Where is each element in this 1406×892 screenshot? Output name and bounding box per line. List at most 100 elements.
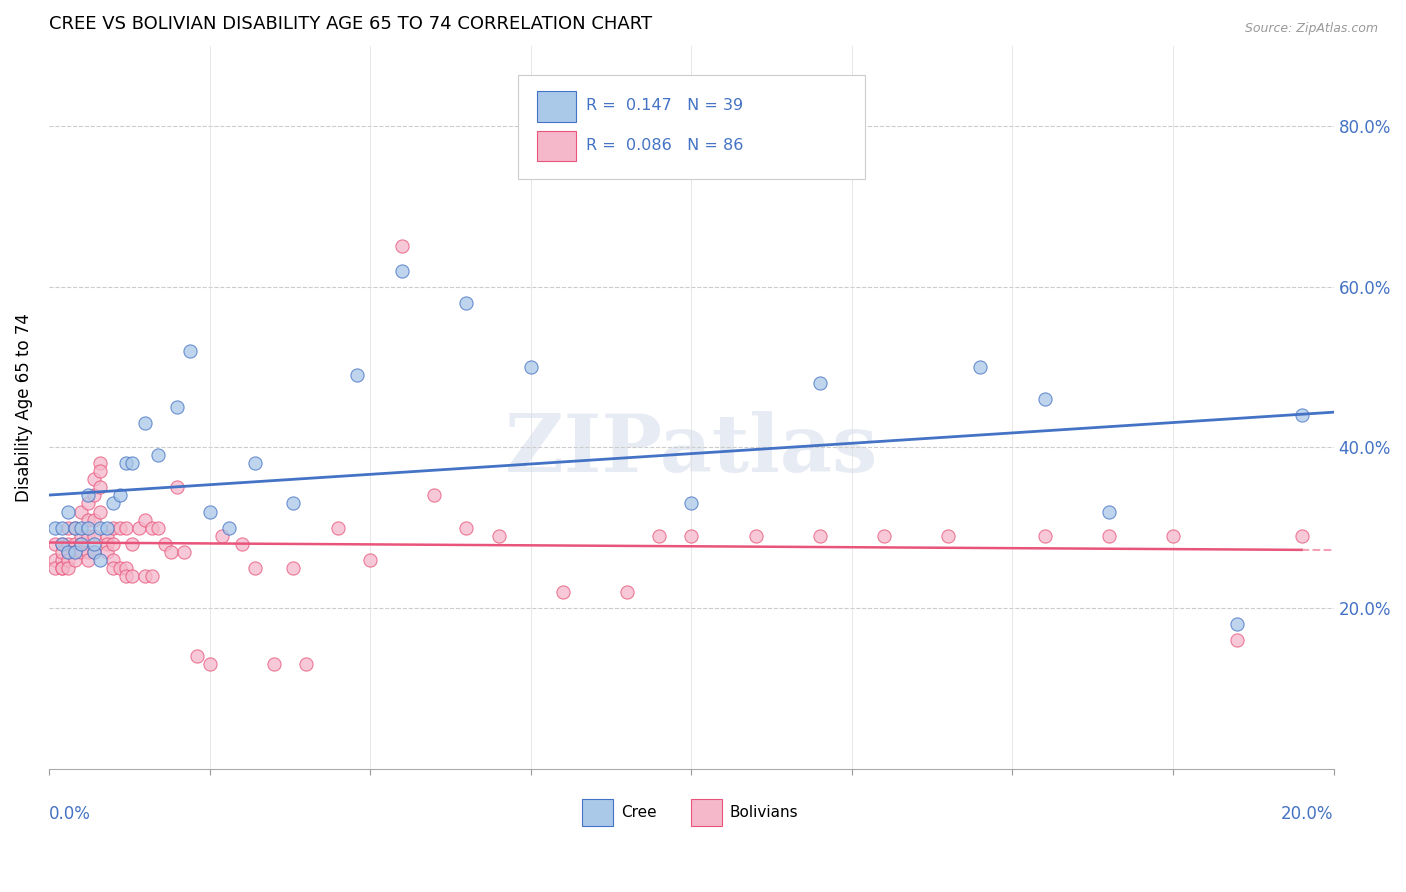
Point [103,496,125,510]
Point [83,536,105,550]
Point [179,343,201,358]
Point [63,536,86,550]
Point [1098,528,1121,542]
Point [58,504,80,518]
Point [121,568,143,582]
Point [58,544,80,558]
Point [96,536,118,550]
Bar [692,799,723,826]
Point [648,528,671,542]
Text: 20.0%: 20.0% [1281,805,1334,823]
Point [121,456,143,470]
Point [51,536,73,550]
Point [70,536,93,550]
Point [63,520,86,534]
Text: Bolivians: Bolivians [730,805,799,820]
Point [103,552,125,566]
Point [76,512,98,526]
Point [70,544,93,558]
Point [616,584,638,599]
Point [76,544,98,558]
Point [44,560,66,574]
Point [70,520,93,534]
Point [681,496,703,510]
Point [1098,504,1121,518]
Bar [537,91,575,121]
Point [76,488,98,502]
Point [969,359,991,374]
Point [103,520,125,534]
Point [346,368,368,382]
Point [519,359,541,374]
Text: Source: ZipAtlas.com: Source: ZipAtlas.com [1244,22,1378,36]
Point [141,568,163,582]
Point [83,488,105,502]
Point [359,552,381,566]
Point [218,520,240,534]
Point [808,376,831,390]
Point [83,544,105,558]
Point [936,528,959,542]
Point [134,568,156,582]
Y-axis label: Disability Age 65 to 74: Disability Age 65 to 74 [15,313,32,501]
Point [121,536,143,550]
Point [108,560,131,574]
Point [51,560,73,574]
Point [108,520,131,534]
Point [146,448,169,462]
Text: R =  0.147   N = 39: R = 0.147 N = 39 [586,98,744,113]
Point [76,552,98,566]
Point [58,520,80,534]
Point [70,536,93,550]
Point [263,657,285,672]
Point [186,649,208,664]
Point [89,520,111,534]
Point [243,456,266,470]
Point [63,552,86,566]
Point [198,504,221,518]
Point [134,416,156,430]
Bar [582,799,613,826]
Point [70,528,93,542]
Point [96,528,118,542]
Point [51,536,73,550]
Point [58,560,80,574]
Text: Cree: Cree [620,805,657,820]
Point [198,657,221,672]
Point [96,544,118,558]
Point [76,496,98,510]
Point [1033,528,1056,542]
Point [83,528,105,542]
Text: R =  0.086   N = 86: R = 0.086 N = 86 [586,138,744,153]
Point [58,552,80,566]
Point [295,657,318,672]
Point [70,504,93,518]
Point [83,544,105,558]
Point [326,520,349,534]
Point [103,560,125,574]
Point [1033,392,1056,406]
Point [44,552,66,566]
Point [63,520,86,534]
Point [1291,528,1313,542]
Point [456,295,478,310]
Point [211,528,233,542]
Point [166,480,188,494]
Point [243,560,266,574]
Point [44,536,66,550]
Point [808,528,831,542]
Point [115,560,138,574]
Point [423,488,446,502]
Point [76,520,98,534]
Point [83,472,105,486]
Point [744,528,766,542]
Point [391,263,413,277]
Point [166,400,188,414]
Point [44,520,66,534]
Point [681,528,703,542]
Point [115,520,138,534]
Point [173,544,195,558]
Text: CREE VS BOLIVIAN DISABILITY AGE 65 TO 74 CORRELATION CHART: CREE VS BOLIVIAN DISABILITY AGE 65 TO 74… [49,15,652,33]
Point [58,536,80,550]
Point [153,536,176,550]
